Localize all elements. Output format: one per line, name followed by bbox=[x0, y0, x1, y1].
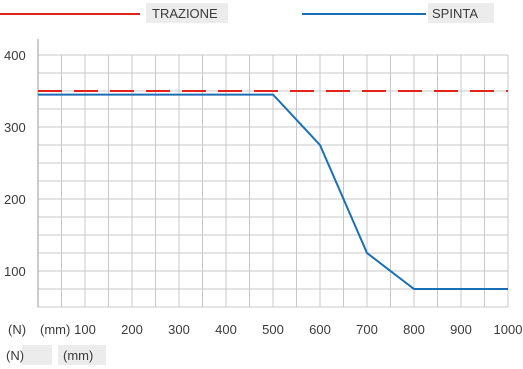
x-tick-label: 500 bbox=[262, 322, 284, 337]
series bbox=[38, 90, 508, 290]
legend: TRAZIONE SPINTA bbox=[0, 3, 494, 23]
grid bbox=[37, 39, 509, 308]
x-tick-label: 700 bbox=[356, 322, 378, 337]
y-axis-unit-label: (N) bbox=[8, 322, 26, 337]
x-tick-label: 300 bbox=[168, 322, 190, 337]
x-axis-unit-label: (mm) bbox=[40, 322, 70, 337]
x-tick-label: 1000 bbox=[494, 322, 523, 337]
y-tick-label: 300 bbox=[4, 120, 26, 135]
x-tick-label: 800 bbox=[403, 322, 425, 337]
x-tick-label: 600 bbox=[309, 322, 331, 337]
footer-unit-n: (N) bbox=[6, 348, 24, 363]
y-tick-label: 200 bbox=[4, 192, 26, 207]
x-tick-label: 900 bbox=[450, 322, 472, 337]
x-tick-label: 100 bbox=[74, 322, 96, 337]
tick-labels: 100 200 300 400 100 200 300 400 500 600 700 800 900 1… bbox=[4, 48, 522, 337]
legend-label-spinta: SPINTA bbox=[432, 6, 478, 21]
x-tick-label: 400 bbox=[215, 322, 237, 337]
y-tick-label: 100 bbox=[4, 264, 26, 279]
series-line-spinta bbox=[38, 93, 508, 290]
x-tick-label: 200 bbox=[121, 322, 143, 337]
footer-unit-mm: (mm) bbox=[63, 348, 93, 363]
legend-label-trazione: TRAZIONE bbox=[152, 6, 218, 21]
y-tick-label: 400 bbox=[4, 48, 26, 63]
